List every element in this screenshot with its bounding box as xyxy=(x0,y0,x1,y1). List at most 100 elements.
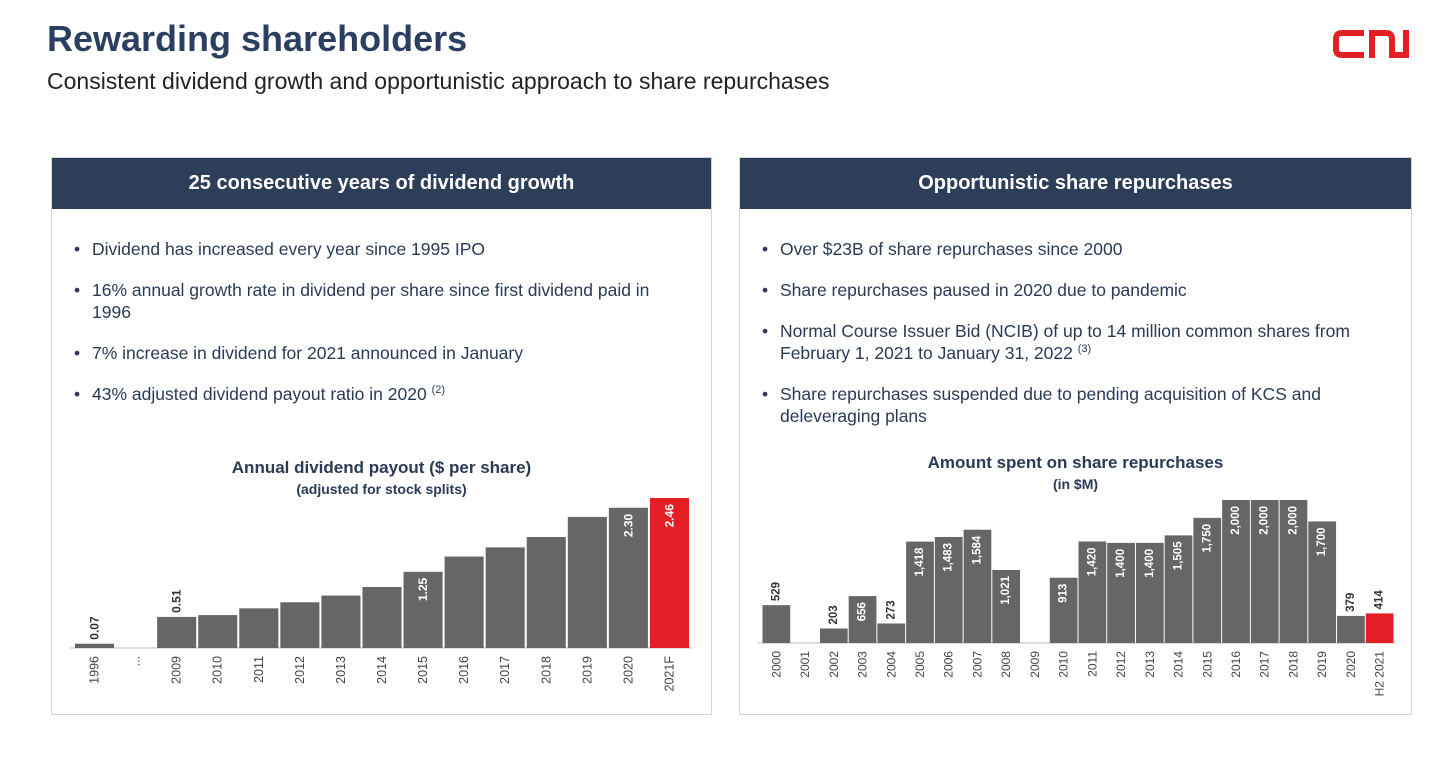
chart-data-label: 1,483 xyxy=(943,543,955,572)
chart-data-label: 1,750 xyxy=(1201,524,1213,553)
chart-data-label: 0.07 xyxy=(88,616,102,640)
chart-tick-label: 2008 xyxy=(999,651,1013,678)
repurchase-panel-header: Opportunistic share repurchases xyxy=(740,158,1411,209)
repurchase-panel: Opportunistic share repurchases Over $23… xyxy=(739,157,1412,715)
chart-bar xyxy=(649,498,689,648)
chart-tick-label: 2014 xyxy=(1172,651,1186,678)
chart-tick-label: 2013 xyxy=(1143,651,1157,678)
bullet-item: 16% annual growth rate in dividend per s… xyxy=(74,279,687,323)
chart-bar xyxy=(608,507,648,648)
chart-data-label: 379 xyxy=(1345,593,1357,612)
chart-data-label: 1,584 xyxy=(971,535,983,564)
chart-data-label: 1,700 xyxy=(1316,527,1328,556)
chart-tick-label: 2010 xyxy=(211,656,225,684)
chart-bar xyxy=(1078,541,1107,643)
chart-data-label: 273 xyxy=(885,600,897,619)
chart-tick-label: 2015 xyxy=(416,656,430,684)
chart-bar xyxy=(1250,500,1279,643)
chart-tick-label: 2016 xyxy=(1229,651,1243,678)
chart-bar xyxy=(819,628,848,643)
chart-bar xyxy=(934,536,963,643)
chart-tick-label: 2002 xyxy=(827,651,841,678)
chart-data-label: 1,400 xyxy=(1144,549,1156,578)
chart-data-label: 1,021 xyxy=(1000,575,1012,604)
chart-tick-label: 2009 xyxy=(170,656,184,684)
bullet-item: Dividend has increased every year since … xyxy=(74,238,687,260)
chart-data-label: 913 xyxy=(1058,584,1070,603)
cn-logo xyxy=(1333,30,1409,58)
chart-bar xyxy=(362,587,402,648)
chart-data-label: 2.46 xyxy=(662,504,676,528)
chart-tick-label: 2010 xyxy=(1057,651,1071,678)
footnote-marker: (2) xyxy=(431,384,446,396)
chart-tick-label: H2 2021 xyxy=(1373,651,1387,697)
chart-bar xyxy=(526,537,566,648)
chart-bar xyxy=(75,643,115,648)
chart-bar xyxy=(239,608,279,648)
chart-tick-label: 2020 xyxy=(621,656,635,684)
chart-data-label: 0.51 xyxy=(170,589,184,613)
chart-data-label: 2,000 xyxy=(1230,506,1242,535)
bullet-item: Over $23B of share repurchases since 200… xyxy=(762,238,1387,260)
chart-bar xyxy=(1222,500,1250,643)
chart-data-label: 414 xyxy=(1374,590,1386,610)
chart-bar xyxy=(280,602,320,648)
chart-tick-label: 2012 xyxy=(293,656,307,684)
chart-tick-label: 2006 xyxy=(942,651,956,678)
chart-bar xyxy=(906,541,934,643)
repurchase-chart: 529 2000 2001 203 2002 656 2003 273 2004 1,418 200… xyxy=(758,500,1396,697)
chart-tick-label: 2014 xyxy=(375,656,389,684)
chart-tick-label: 1996 xyxy=(88,656,102,684)
chart-tick-label: 2001 xyxy=(798,651,812,678)
chart-tick-label: 2003 xyxy=(856,651,870,678)
chart-bar xyxy=(1279,500,1308,643)
chart-data-label: 1,400 xyxy=(1115,549,1127,578)
chart-tick-label: 2021F xyxy=(662,656,676,692)
repurchase-chart-title: Amount spent on share repurchases (in $M… xyxy=(927,453,1224,492)
chart-data-label: 203 xyxy=(828,605,840,624)
chart-tick-label: 2017 xyxy=(1258,651,1272,678)
bullet-item: Normal Course Issuer Bid (NCIB) of up to… xyxy=(762,320,1387,364)
chart-tick-label: 2004 xyxy=(884,651,898,678)
chart-tick-label: 2018 xyxy=(539,656,553,684)
chart-bar xyxy=(1135,542,1164,643)
chart-bar xyxy=(1337,615,1365,643)
chart-bar xyxy=(567,516,607,648)
chart-tick-label: 2012 xyxy=(1114,651,1128,678)
chart-data-label: 656 xyxy=(857,602,869,621)
repurchase-bullets: Over $23B of share repurchases since 200… xyxy=(762,238,1387,446)
chart-bar xyxy=(321,595,361,648)
dividend-bullets: Dividend has increased every year since … xyxy=(74,238,687,424)
chart-bar xyxy=(963,529,992,643)
chart-data-label: 1,505 xyxy=(1173,541,1185,570)
chart-bar xyxy=(762,605,791,643)
chart-tick-label: 2007 xyxy=(970,651,984,678)
chart-data-label: 1,418 xyxy=(914,547,926,576)
chart-tick-label: 2017 xyxy=(498,656,512,684)
dividend-chart: 0.07 1996 ... 0.51 2009 2010 2011 2012 2013 2014 1… xyxy=(70,498,692,692)
chart-bar xyxy=(485,547,525,648)
chart-bar xyxy=(403,571,443,648)
chart-bar xyxy=(1365,613,1394,643)
bullet-item: Share repurchases suspended due to pendi… xyxy=(762,383,1387,427)
chart-bar xyxy=(157,616,197,648)
chart-bar xyxy=(992,569,1021,643)
chart-bar xyxy=(1193,517,1222,643)
chart-bar xyxy=(1308,521,1337,643)
chart-bar xyxy=(1107,542,1135,643)
chart-bar xyxy=(848,596,877,643)
chart-tick-label: 2020 xyxy=(1344,651,1358,678)
chart-tick-label: 2019 xyxy=(1315,651,1329,678)
chart-data-label: 1.25 xyxy=(416,577,430,601)
chart-tick-label: 2000 xyxy=(769,651,783,678)
chart-bar xyxy=(444,556,484,648)
chart-tick-label: 2018 xyxy=(1286,651,1300,678)
chart-bar xyxy=(198,615,238,648)
dividend-panel: 25 consecutive years of dividend growth … xyxy=(51,157,712,715)
chart-data-label: 2.30 xyxy=(621,513,635,537)
chart-tick-label: ... xyxy=(129,656,143,666)
chart-data-label: 2,000 xyxy=(1287,506,1299,535)
chart-bar xyxy=(1049,577,1078,643)
page-subtitle: Consistent dividend growth and opportuni… xyxy=(47,68,830,94)
chart-data-label: 2,000 xyxy=(1259,506,1271,535)
